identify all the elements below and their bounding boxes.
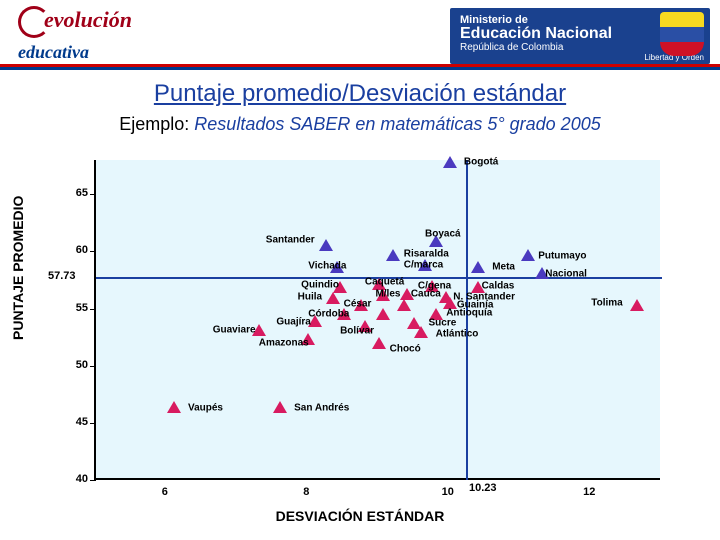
title-block: Puntaje promedio/Desviación estándar Eje… (0, 80, 720, 135)
data-point-label: Guaviare (213, 325, 256, 336)
data-point-label: Caquetá (365, 277, 404, 288)
y-tick-label: 50 (40, 359, 88, 371)
x-tick-label: 6 (162, 486, 168, 498)
ref-y-label: 57.73 (48, 270, 76, 282)
ref-line-vertical (466, 160, 468, 480)
data-point-label: Tolima (591, 297, 622, 308)
data-point-label: Bogotá (464, 157, 498, 168)
data-point (471, 261, 485, 273)
data-point (443, 156, 457, 168)
logo-word-2: educativa (18, 42, 89, 62)
x-tick-label: 8 (303, 486, 309, 498)
slide-subtitle: Ejemplo: Resultados SABER en matemáticas… (0, 114, 720, 135)
data-point-label: Nacional (545, 269, 587, 280)
x-axis-label: DESVIACIÓN ESTÁNDAR (40, 508, 680, 524)
data-point-label: Bolívar (340, 326, 374, 337)
data-point-label: Atlántico (436, 328, 479, 339)
data-point (319, 239, 333, 251)
data-point (167, 401, 181, 413)
y-tick-label: 55 (40, 302, 88, 314)
logo-word-1: evolución (44, 7, 132, 32)
data-point (372, 337, 386, 349)
data-point (521, 249, 535, 261)
ministry-line-2: Educación Nacional (460, 26, 650, 42)
y-axis-label: PUNTAJE PROMEDIO (10, 196, 26, 340)
data-point-label: Santander (266, 235, 315, 246)
data-point-label: Guajíra (276, 317, 310, 328)
data-point-label: M/les (375, 288, 400, 299)
y-tick-label: 40 (40, 473, 88, 485)
scatter-chart: PUNTAJE PROMEDIO 57.7310.23BogotáSantand… (40, 160, 680, 520)
data-point-label: Huila (298, 292, 322, 303)
y-tick-label: 60 (40, 244, 88, 256)
data-point (273, 401, 287, 413)
subtitle-prefix: Ejemplo: (119, 114, 189, 134)
data-point-label: Cauca (411, 288, 441, 299)
data-point-label: Vichada (308, 261, 346, 272)
data-point (630, 299, 644, 311)
data-point-label: Meta (492, 262, 515, 273)
subtitle-italic: Resultados SABER en matemáticas 5° grado… (194, 114, 600, 134)
data-point (376, 308, 390, 320)
data-point-label: Risaralda (404, 248, 449, 259)
data-point-label: San Andrés (294, 403, 349, 414)
y-tick-label: 45 (40, 416, 88, 428)
y-tick-label: 65 (40, 187, 88, 199)
x-tick-label: 12 (583, 486, 595, 498)
x-tick-label: 10 (442, 486, 454, 498)
plot-area: 57.7310.23BogotáSantanderBoyacáRisaralda… (94, 160, 660, 480)
data-point (397, 299, 411, 311)
logo-revolucion: evolución educativa (18, 6, 132, 64)
header-stripe (0, 64, 720, 70)
data-point-label: C/marca (404, 260, 443, 271)
data-point-label: Chocó (390, 343, 421, 354)
ministry-line-3: República de Colombia (460, 42, 650, 53)
data-point-label: Boyacá (425, 229, 461, 240)
header-bar: evolución educativa Ministerio de Educac… (0, 0, 720, 70)
data-point (386, 249, 400, 261)
ministry-badge: Ministerio de Educación Nacional Repúbli… (450, 8, 710, 64)
data-point (414, 326, 428, 338)
data-point (326, 292, 340, 304)
data-point-label: Putumayo (538, 251, 586, 262)
data-point-label: Vaupés (188, 403, 223, 414)
ref-x-label: 10.23 (469, 482, 497, 494)
data-point-label: Amazonas (259, 337, 309, 348)
data-point-label: Quindio (301, 279, 339, 290)
colombia-shield-icon (660, 12, 704, 56)
data-point-label: Caldas (482, 280, 515, 291)
slide-title: Puntaje promedio/Desviación estándar (0, 80, 720, 108)
